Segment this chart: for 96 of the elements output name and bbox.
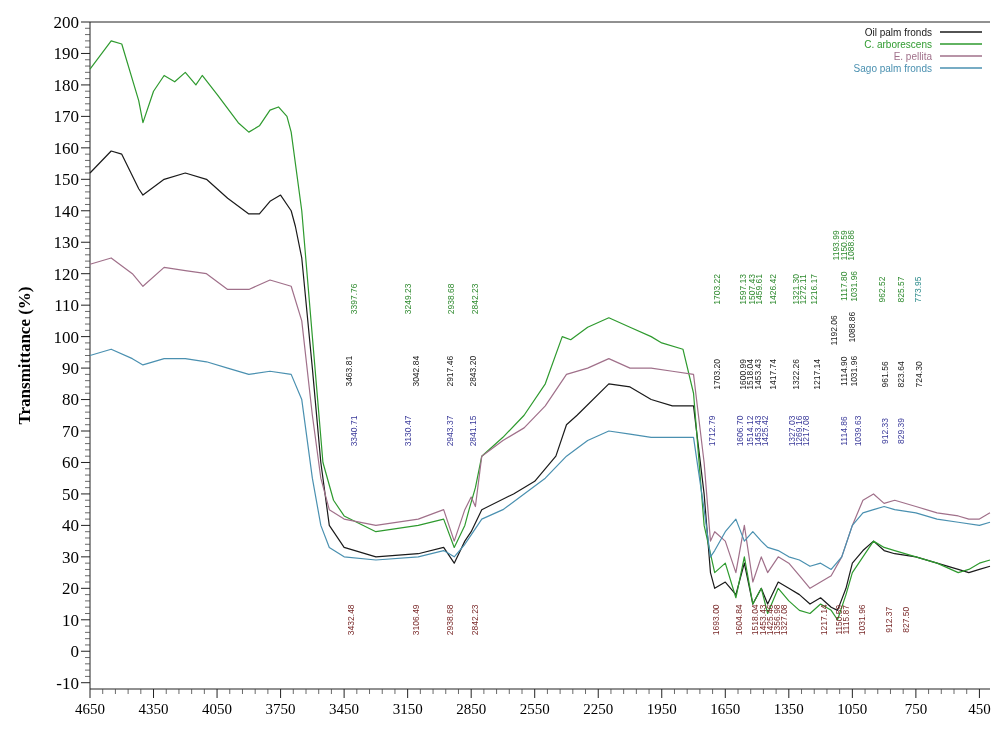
annotation: 1606.70	[734, 415, 745, 447]
annotation: 3340.71	[349, 415, 360, 447]
annotation: 3463.81	[344, 355, 355, 387]
y-tick-label: 130	[53, 233, 79, 253]
y-tick-label: 190	[53, 44, 79, 64]
y-tick-label: 150	[53, 170, 79, 190]
x-tick-label: 1050	[837, 701, 868, 717]
annotation: 2938.68	[445, 283, 456, 315]
annotation: 1322.26	[790, 358, 801, 390]
y-tick-label: 40	[62, 516, 79, 536]
y-tick-label: 140	[53, 201, 79, 221]
y-tick-label: 60	[62, 453, 79, 473]
annotation: 1031.96	[849, 270, 860, 302]
annotation: 825.57	[896, 276, 907, 303]
annotation: 724.30	[914, 361, 925, 388]
annotation: 1459.61	[754, 273, 765, 305]
annotation: 2842.23	[470, 283, 481, 315]
annotation: 1703.20	[712, 358, 723, 390]
y-tick-label: 0	[70, 642, 79, 662]
annotation: 3106.49	[411, 604, 422, 636]
annotation: 1693.00	[710, 604, 721, 636]
annotation: 1597.13	[738, 273, 749, 305]
annotation: 1217.14	[812, 358, 823, 390]
annotation: 912.33	[879, 417, 890, 445]
annotation: 962.52	[876, 276, 887, 303]
y-tick-label: 50	[62, 484, 79, 504]
annotation: 1604.84	[733, 604, 744, 636]
annotation: 1088.86	[846, 311, 857, 343]
annotation: 1217.14	[819, 604, 830, 636]
annotation: 1712.79	[706, 415, 717, 447]
annotation: 912.37	[883, 606, 894, 633]
y-tick-label: 70	[62, 421, 79, 441]
annotation: 1114.90	[839, 356, 850, 386]
annotation: 1703.22	[712, 273, 723, 305]
annotation: 1114.86	[839, 416, 850, 446]
annotation: 1600.99	[737, 358, 748, 390]
annotation: 827.50	[901, 606, 912, 633]
annotation: 773.95	[912, 276, 923, 303]
y-tick-label: 20	[62, 579, 79, 599]
x-tick-label: 450	[968, 701, 991, 717]
annotation: 2841.15	[468, 415, 479, 447]
y-tick-label: 80	[62, 390, 79, 410]
annotation: 1192.06	[829, 315, 840, 346]
y-tick-label: 10	[62, 610, 79, 630]
annotation: 1327.08	[779, 604, 790, 636]
annotation: 3130.47	[403, 415, 414, 447]
x-tick-label: 4350	[138, 701, 169, 717]
annotation: 1031.96	[849, 355, 860, 387]
x-tick-label: 750	[904, 701, 928, 717]
annotation: 823.64	[896, 361, 907, 388]
annotation: 1216.17	[809, 273, 820, 305]
annotation: 1039.63	[852, 415, 863, 447]
annotation: 2843.20	[468, 355, 479, 387]
annotation: 1426.42	[768, 273, 779, 305]
x-tick-label: 4050	[202, 701, 233, 717]
annotation: 2943.37	[444, 415, 455, 447]
annotation: 3432.48	[346, 604, 357, 636]
annotation: 3249.23	[403, 283, 414, 315]
annotation: 3042.84	[411, 355, 422, 387]
y-axis-title: Transmittance (%)	[15, 286, 34, 425]
y-tick-label: 160	[53, 138, 79, 158]
annotation: 1117.80	[839, 271, 850, 302]
x-tick-label: 1950	[646, 701, 677, 717]
x-tick-label: 2550	[519, 701, 550, 717]
annotation: 2938.68	[444, 604, 455, 636]
line-series	[89, 348, 991, 571]
legend-label: C. arborescens	[864, 38, 932, 50]
annotation: 2917.46	[444, 355, 455, 387]
annotation: 1088.86	[846, 229, 857, 261]
x-tick-label: 1650	[710, 701, 741, 717]
annotation: 829.39	[896, 417, 907, 445]
annotation: 1417.74	[768, 358, 779, 390]
x-tick-label: 1350	[773, 701, 804, 717]
y-tick-label: 120	[53, 264, 79, 284]
annotation: 1031.96	[856, 604, 867, 636]
x-tick-label: 2250	[583, 701, 614, 717]
x-tick-label: 3450	[329, 701, 360, 717]
legend-label: Oil palm fronds	[864, 26, 932, 38]
annotation: 1507.43	[746, 273, 757, 305]
annotation: 961.56	[879, 361, 890, 388]
y-tick-label: 30	[62, 547, 79, 567]
annotation: 3397.76	[349, 283, 360, 315]
legend-label: E. pellita	[893, 50, 933, 62]
annotation: 2842.23	[470, 604, 481, 636]
x-tick-label: 2850	[456, 701, 487, 717]
y-tick-label: 170	[53, 107, 79, 127]
x-tick-label: 3150	[392, 701, 423, 717]
y-tick-label: 200	[53, 12, 79, 32]
y-tick-label: 100	[53, 327, 79, 347]
y-tick-label: 90	[62, 359, 79, 379]
legend-label: Sago palm fronds	[853, 62, 932, 74]
y-tick-label: -10	[56, 673, 79, 693]
x-tick-label: 4650	[75, 701, 105, 717]
y-tick-label: 110	[54, 296, 79, 316]
x-tick-label: 3750	[265, 701, 296, 717]
y-tick-label: 180	[53, 75, 79, 95]
